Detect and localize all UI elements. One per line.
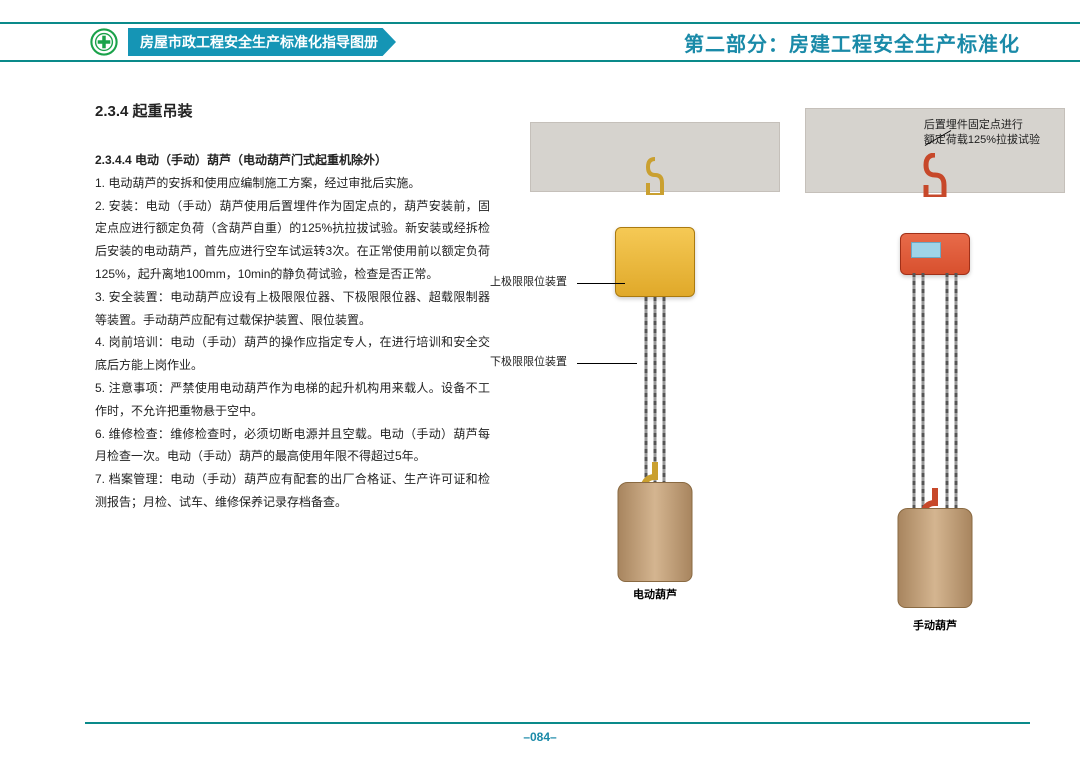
text-column: 2.3.4 起重吊装 2.3.4.4 电动（手动）葫芦（电动葫芦门式起重机除外）… xyxy=(95,100,490,704)
body-item-6: 6. 维修检查：维修检查时，必须切断电源并且空载。电动（手动）葫芦每月检查一次。… xyxy=(95,423,490,469)
figure-caption-electric: 电动葫芦 xyxy=(530,586,780,602)
leader-line xyxy=(577,363,637,364)
body-item-5: 5. 注意事项：严禁使用电动葫芦作为电梯的起升机构用来载人。设备不工作时，不允许… xyxy=(95,377,490,423)
header-bar: 房屋市政工程安全生产标准化指导图册 第二部分：房建工程安全生产标准化 xyxy=(0,22,1080,62)
body-item-4: 4. 岗前培训：电动（手动）葫芦的操作应指定专人，在进行培训和安全交底后方能上岗… xyxy=(95,331,490,377)
annotation-lower-limit: 下极限限位装置 xyxy=(490,355,567,370)
annotation-upper-limit: 上极限限位装置 xyxy=(490,275,567,290)
content-area: 2.3.4 起重吊装 2.3.4.4 电动（手动）葫芦（电动葫芦门式起重机除外）… xyxy=(95,100,1030,704)
hoist-assembly xyxy=(530,192,780,562)
figure-manual-hoist: 手动葫芦 xyxy=(805,108,1065,578)
electric-hoist-body xyxy=(615,227,695,297)
page-number: –084– xyxy=(0,730,1080,744)
annotation-line1: 后置埋件固定点进行 xyxy=(924,119,1023,131)
figure-electric-hoist: 电动葫芦 xyxy=(530,122,780,562)
figure-area: 电动葫芦 上极限限位装置 下极限限位装置 xyxy=(505,100,1030,704)
section-heading: 2.3.4 起重吊装 xyxy=(95,100,490,121)
body-item-2: 2. 安装：电动（手动）葫芦使用后置埋件作为固定点的，葫芦安装前，固定点应进行额… xyxy=(95,195,490,286)
manual-hoist-body xyxy=(900,233,970,275)
figure-caption-manual: 手动葫芦 xyxy=(805,617,1065,633)
subsection-heading: 2.3.4.4 电动（手动）葫芦（电动葫芦门式起重机除外） xyxy=(95,149,490,172)
body-item-1: 1. 电动葫芦的安拆和使用应编制施工方案，经过审批后实施。 xyxy=(95,172,490,195)
top-hook-icon xyxy=(638,157,672,195)
document-title-banner: 房屋市政工程安全生产标准化指导图册 xyxy=(128,28,396,56)
page: 房屋市政工程安全生产标准化指导图册 第二部分：房建工程安全生产标准化 2.3.4… xyxy=(0,0,1080,764)
safety-logo-icon xyxy=(90,28,118,56)
leader-line xyxy=(577,283,625,284)
part-title: 第二部分：房建工程安全生产标准化 xyxy=(684,28,1020,57)
load-cylinder xyxy=(618,482,693,582)
hoist-assembly xyxy=(805,193,1065,578)
annotation-anchor-test: 后置埋件固定点进行 额定荷载125%拉拔试验 xyxy=(924,118,1040,149)
top-hook-icon xyxy=(918,153,952,191)
footer-rule xyxy=(85,722,1030,724)
body-item-7: 7. 档案管理：电动（手动）葫芦应有配套的出厂合格证、生产许可证和检测报告；月检… xyxy=(95,468,490,514)
load-cylinder xyxy=(898,508,973,608)
body-item-3: 3. 安全装置：电动葫芦应设有上极限限位器、下极限限位器、超载限制器等装置。手动… xyxy=(95,286,490,332)
